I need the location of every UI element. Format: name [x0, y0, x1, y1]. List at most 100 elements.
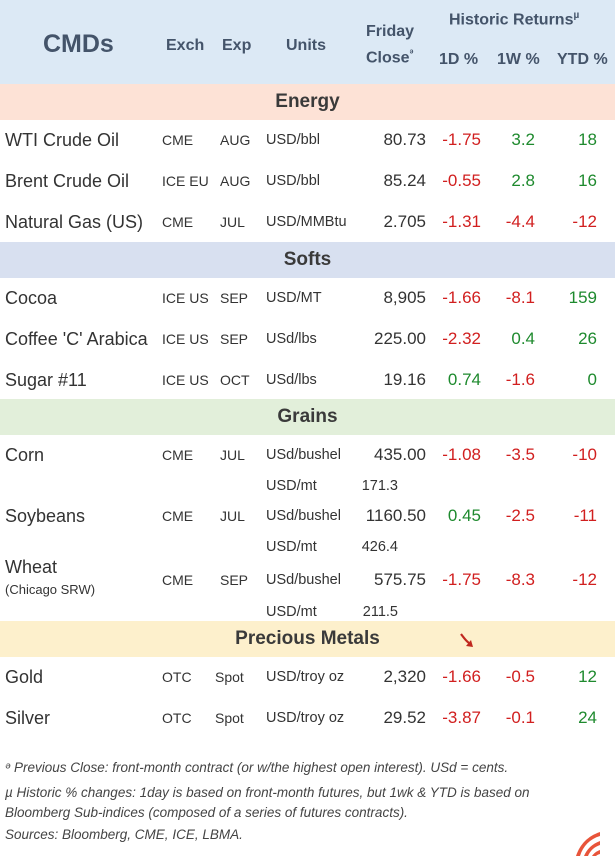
return-ytd: 16	[578, 171, 597, 190]
table-row: Brent Crude Oil ICE EU AUG USD/bbl 85.24…	[0, 161, 615, 201]
exchange: ICE EU	[162, 173, 209, 189]
footnote-historic-cont: Bloomberg Sub-indices (composed of a ser…	[5, 805, 408, 820]
table-title: CMDs	[43, 30, 114, 58]
header-close: Closeᵊ	[366, 48, 414, 67]
expiry: AUG	[220, 173, 251, 189]
header-1w: 1W %	[497, 51, 540, 68]
section-softs: Softs	[0, 242, 615, 278]
exchange: OTC	[162, 710, 192, 726]
table-subrow: USD/mt 211.5	[0, 600, 615, 624]
header-1d: 1D %	[439, 51, 479, 68]
table-row: Silver OTC Spot USD/troy oz 29.52 -3.87 …	[0, 698, 615, 738]
table-row: Coffee 'C' Arabica ICE US SEP USd/lbs 22…	[0, 319, 615, 359]
expiry: JUL	[220, 508, 245, 524]
exchange: ICE US	[162, 372, 209, 388]
close-footnote-mark: ᵊ	[409, 48, 414, 59]
exchange: CME	[162, 214, 194, 230]
return-ytd: 12	[578, 667, 597, 686]
historic-footnote-mark: µ	[573, 10, 580, 21]
return-1d: 0.45	[447, 506, 481, 525]
table-row: WTI Crude Oil CME AUG USD/bbl 80.73 -1.7…	[0, 120, 615, 160]
commodity-name: WTI Crude Oil	[5, 130, 120, 150]
exchange: CME	[162, 132, 194, 148]
return-1w: 2.8	[511, 171, 535, 190]
return-1d: -1.75	[442, 570, 481, 589]
header-ytd: YTD %	[557, 51, 608, 68]
return-1d: -1.08	[442, 445, 481, 464]
unit: USD/MT	[266, 290, 322, 306]
friday-close: 85.24	[383, 171, 426, 190]
unit: USd/bushel	[266, 508, 341, 524]
return-1w: -3.5	[505, 445, 535, 464]
return-1w: -8.1	[505, 288, 535, 307]
footnote-historic: µ Historic % changes: 1day is based on f…	[5, 785, 530, 800]
expiry: SEP	[220, 572, 249, 588]
unit: USd/bushel	[266, 447, 341, 463]
return-1w: -4.4	[505, 212, 535, 231]
header-exch: Exch	[166, 37, 205, 54]
commodity-name: Corn	[5, 445, 45, 465]
return-1w: -0.5	[505, 667, 535, 686]
unit: USd/bushel	[266, 572, 341, 588]
unit: USD/MMBtu	[266, 214, 347, 230]
expiry: JUL	[220, 214, 245, 230]
commodity-name: Brent Crude Oil	[5, 171, 130, 191]
return-1w: -8.3	[505, 570, 535, 589]
table-row: Gold OTC Spot USD/troy oz 2,320 -1.66 -0…	[0, 657, 615, 697]
table-row: Wheat (Chicago SRW) CME SEP USd/bushel 5…	[0, 557, 615, 600]
return-ytd: -12	[572, 212, 597, 231]
friday-close: 435.00	[374, 445, 426, 464]
return-1d: -2.32	[442, 329, 481, 348]
friday-close: 1160.50	[365, 506, 426, 525]
expiry: Spot	[215, 669, 244, 685]
return-1d: -1.66	[442, 288, 481, 307]
return-1d: -1.66	[442, 667, 481, 686]
commodity-name: Silver	[5, 708, 51, 728]
section-grains: Grains	[0, 399, 615, 435]
table-row: Corn CME JUL USd/bushel 435.00 -1.08 -3.…	[0, 435, 615, 475]
expiry: SEP	[220, 290, 249, 306]
header-exp: Exp	[222, 37, 252, 54]
return-1d: 0.74	[447, 370, 481, 389]
expiry: AUG	[220, 132, 251, 148]
return-1w: -1.6	[505, 370, 535, 389]
return-ytd: -10	[572, 445, 597, 464]
footnote-close: ᵊ Previous Close: front-month contract (…	[5, 760, 509, 775]
friday-close: 29.52	[383, 708, 426, 727]
return-1d: -3.87	[442, 708, 481, 727]
friday-close: 575.75	[374, 570, 426, 589]
commodity-name: Coffee 'C' Arabica	[5, 329, 148, 349]
return-1d: -1.75	[442, 130, 481, 149]
table-subrow: USD/mt 426.4	[0, 535, 615, 559]
expiry: Spot	[215, 710, 244, 726]
return-ytd: 24	[578, 708, 597, 727]
return-ytd: 159	[568, 288, 597, 307]
return-1w: 3.2	[511, 130, 535, 149]
unit: USD/troy oz	[266, 710, 345, 726]
return-1w: 0.4	[511, 329, 535, 348]
return-ytd: -11	[573, 506, 597, 525]
table-row: Sugar #11 ICE US OCT USd/lbs 19.16 0.74 …	[0, 360, 615, 400]
unit: USD/bbl	[266, 132, 320, 148]
friday-close: 19.16	[383, 370, 426, 389]
return-1w: -2.5	[505, 506, 535, 525]
commodity-name: Wheat	[5, 557, 58, 577]
expiry: OCT	[220, 372, 250, 388]
alt-unit: USD/mt	[266, 539, 317, 555]
brand-logo-icon	[576, 832, 600, 856]
friday-close: 80.73	[383, 130, 426, 149]
unit: USD/bbl	[266, 173, 320, 189]
commodity-name: Natural Gas (US)	[5, 212, 144, 232]
commodity-name: Soybeans	[5, 506, 86, 526]
return-ytd: 26	[578, 329, 597, 348]
footnote-sources: Sources: Bloomberg, CME, ICE, LBMA.	[5, 827, 243, 842]
return-ytd: 18	[578, 130, 597, 149]
table-subrow: USD/mt 171.3	[0, 474, 615, 498]
unit: USd/lbs	[266, 331, 317, 347]
return-ytd: 0	[587, 370, 597, 389]
alt-unit: USD/mt	[266, 604, 317, 620]
alt-unit: USD/mt	[266, 478, 317, 494]
section-energy: Energy	[0, 84, 615, 120]
friday-close: 2.705	[383, 212, 426, 231]
header-historic: Historic Returnsµ	[449, 10, 580, 29]
